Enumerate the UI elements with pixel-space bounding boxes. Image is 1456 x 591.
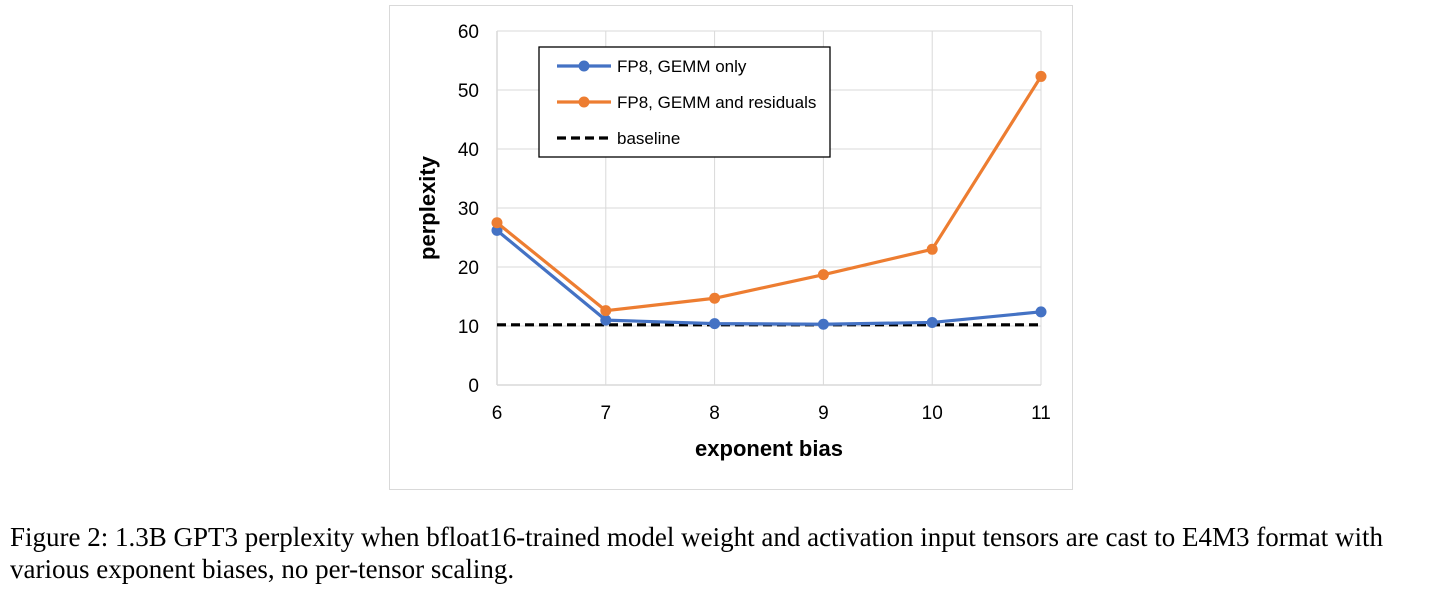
y-axis-title: perplexity [415, 155, 440, 260]
x-tick-label: 8 [709, 403, 720, 424]
x-tick-label: 7 [601, 403, 612, 424]
x-tick-labels: 6 7 8 9 10 11 [492, 403, 1051, 424]
legend: FP8, GEMM only FP8, GEMM and residuals bas… [538, 46, 831, 158]
series-line-fp8-gemm-only [495, 229, 1042, 326]
data-point-fp8-gemm-only [491, 224, 503, 236]
y-tick-label: 0 [468, 376, 479, 397]
data-point-fp8-gemm-only [600, 314, 612, 326]
data-point-fp8-gemm-and-residuals [491, 217, 503, 229]
data-point-fp8-gemm-only [926, 316, 938, 328]
data-point-fp8-gemm-only [709, 318, 721, 330]
y-tick-label: 30 [458, 199, 479, 220]
y-tick-labels: 0 10 20 30 40 50 60 [458, 22, 479, 397]
line-chart: 0 10 20 30 40 50 60 6 7 8 9 10 11 exponent bias per… [415, 22, 1051, 461]
data-point-fp8-gemm-and-residuals [926, 243, 938, 255]
x-tick-label: 10 [922, 403, 943, 424]
x-axis-title: exponent bias [695, 436, 843, 461]
x-tick-label: 6 [492, 403, 503, 424]
legend-label-fp8-gemm-and-residuals: FP8, GEMM and residuals [617, 93, 816, 112]
y-tick-label: 40 [458, 140, 479, 161]
legend-marker-fp8-gemm-and-residuals [578, 96, 590, 108]
data-point-fp8-gemm-and-residuals [600, 305, 612, 317]
y-tick-label: 50 [458, 81, 479, 102]
figure-caption: Figure 2: 1.3B GPT3 perplexity when bflo… [10, 522, 1383, 584]
legend-label-fp8-gemm-only: FP8, GEMM only [617, 57, 747, 76]
data-point-fp8-gemm-only [1035, 306, 1047, 318]
data-point-fp8-gemm-only [817, 318, 829, 330]
data-point-fp8-gemm-and-residuals [817, 269, 829, 281]
data-point-fp8-gemm-and-residuals [709, 292, 721, 304]
chart-frame: 0 10 20 30 40 50 60 6 7 8 9 10 11 exponent bias per… [389, 5, 1073, 490]
series-line-fp8-gemm-and-residuals [495, 75, 1043, 313]
y-tick-label: 60 [458, 22, 479, 43]
x-tick-label: 11 [1031, 403, 1051, 424]
y-tick-label: 10 [458, 317, 479, 338]
x-tick-label: 9 [818, 403, 829, 424]
legend-label-baseline: baseline [617, 129, 680, 148]
legend-marker-fp8-gemm-only [578, 60, 590, 72]
data-point-fp8-gemm-and-residuals [1035, 70, 1047, 82]
series [491, 70, 1047, 330]
y-tick-label: 20 [458, 258, 479, 279]
